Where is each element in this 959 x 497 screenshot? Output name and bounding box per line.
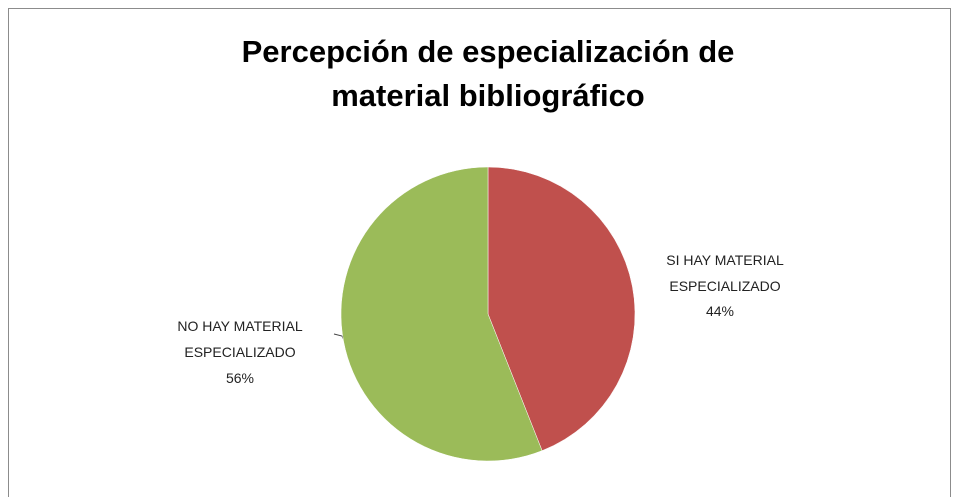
chart-title: Percepción de especialización de materia… [241,34,735,113]
pie-slice [340,166,543,462]
slice-label: NO HAY MATERIAL ESPECIALIZADO [177,318,303,360]
slice-label: SI HAY MATERIAL ESPECIALIZADO [666,252,784,294]
pie-slice [487,166,636,452]
slice-value-label: 44% [705,303,735,319]
chart-border [8,8,951,497]
slice-value-label: 56% [225,370,255,386]
